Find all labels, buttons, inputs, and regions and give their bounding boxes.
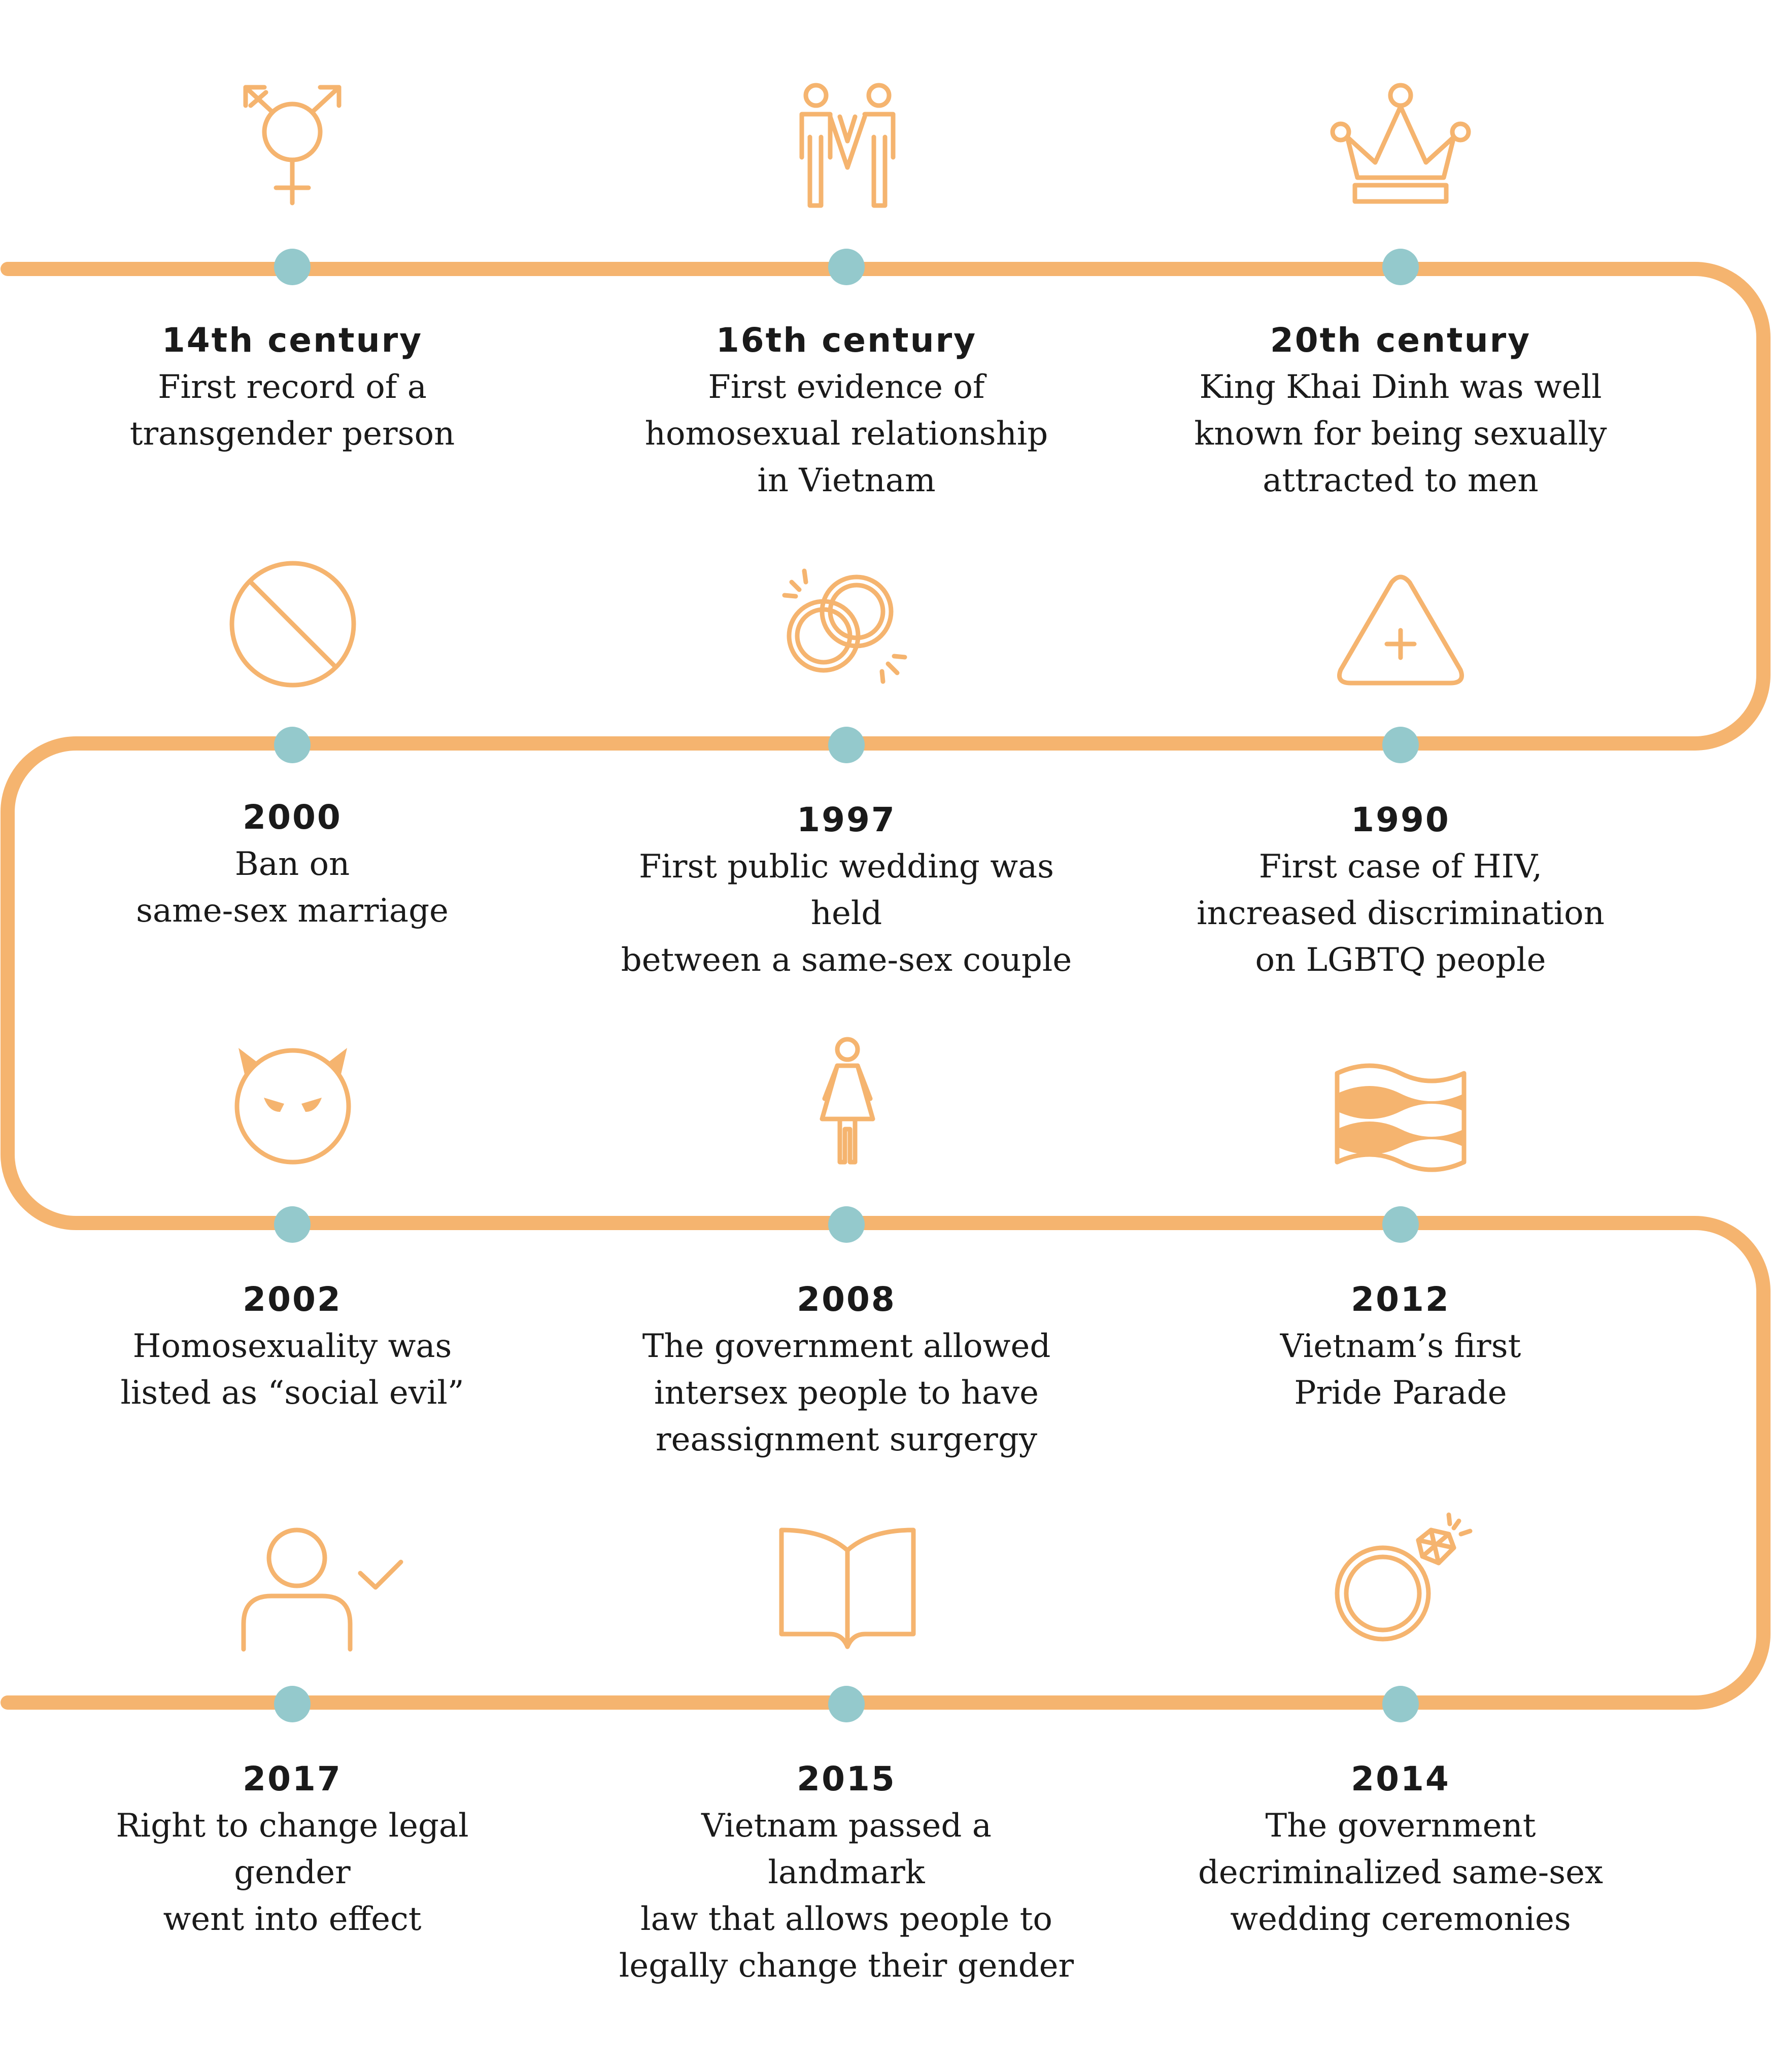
event-description: First evidence of homosexual relationshi… <box>644 368 1048 499</box>
event-year: 20th century <box>1270 321 1531 360</box>
timeline-event: 2017 Right to change legal gender went i… <box>64 1756 521 1943</box>
timeline-event: 2014 The government decriminalized same-… <box>1172 1756 1629 1943</box>
timeline-event: 2015 Vietnam passed a landmark law that … <box>618 1756 1075 1989</box>
diamond-ring-icon <box>1332 1510 1474 1647</box>
timeline-node <box>828 727 865 763</box>
timeline-event: 16th century First evidence of homosexua… <box>618 317 1075 504</box>
timeline-event: 14th century First record of a transgend… <box>64 317 521 457</box>
event-year: 2017 <box>243 1759 342 1798</box>
event-description: Vietnam passed a landmark law that allow… <box>619 1807 1074 1985</box>
event-description: The government allowed intersex people t… <box>642 1328 1051 1458</box>
timeline-node <box>828 1206 865 1243</box>
event-year: 14th century <box>161 321 423 360</box>
timeline-node <box>828 1686 865 1722</box>
event-year: 2008 <box>797 1280 896 1319</box>
event-description: King Khai Dinh was well known for being … <box>1194 368 1607 499</box>
timeline-event: 20th century King Khai Dinh was well kno… <box>1172 317 1629 504</box>
timeline-event: 2002 Homosexuality was listed as “social… <box>64 1276 521 1416</box>
event-description: First public wedding was held between a … <box>621 848 1072 979</box>
event-description: Homosexuality was listed as “social evil… <box>120 1328 464 1412</box>
event-year: 2012 <box>1351 1280 1450 1319</box>
pride-flag-icon <box>1335 1061 1467 1172</box>
event-year: 2000 <box>243 798 342 837</box>
same-sex-couple-icon <box>789 81 906 208</box>
timeline-node <box>274 727 311 763</box>
event-year: 2014 <box>1351 1759 1450 1798</box>
timeline-node <box>1382 727 1419 763</box>
event-year: 2015 <box>797 1759 896 1798</box>
event-year: 1990 <box>1351 800 1450 839</box>
timeline-event: 2008 The government allowed intersex peo… <box>618 1276 1075 1463</box>
event-description: Vietnam’s first Pride Parade <box>1280 1328 1521 1412</box>
medical-warning-icon <box>1335 573 1467 690</box>
crown-icon <box>1330 81 1472 208</box>
event-description: First record of a transgender person <box>129 368 455 453</box>
event-year: 1997 <box>797 800 896 839</box>
transgender-symbol-icon <box>236 81 348 208</box>
event-description: The government decriminalized same-sex w… <box>1198 1807 1604 1938</box>
open-book-icon <box>779 1525 916 1652</box>
timeline-node <box>1382 1206 1419 1243</box>
timeline-node <box>274 1206 311 1243</box>
timeline-node <box>274 1686 311 1722</box>
event-description: Right to change legal gender went into e… <box>116 1807 469 1938</box>
person-icon <box>814 1035 880 1167</box>
timeline-event: 1997 First public wedding was held betwe… <box>618 797 1075 983</box>
timeline-node <box>1382 1686 1419 1722</box>
event-year: 2002 <box>243 1280 342 1319</box>
prohibited-icon <box>227 558 359 690</box>
event-description: Ban on same-sex marriage <box>136 845 449 930</box>
timeline-node <box>274 249 311 285</box>
user-check-icon <box>239 1527 406 1654</box>
event-description: First case of HIV, increased discriminat… <box>1197 848 1605 979</box>
timeline-node <box>1382 249 1419 285</box>
devil-face-icon <box>229 1043 356 1165</box>
timeline-event: 2000 Ban on same-sex marriage <box>64 794 521 934</box>
timeline-event: 1990 First case of HIV, increased discri… <box>1172 797 1629 983</box>
wedding-rings-icon <box>780 561 912 688</box>
event-year: 16th century <box>716 321 977 360</box>
timeline-event: 2012 Vietnam’s first Pride Parade <box>1172 1276 1629 1416</box>
timeline-node <box>828 249 865 285</box>
